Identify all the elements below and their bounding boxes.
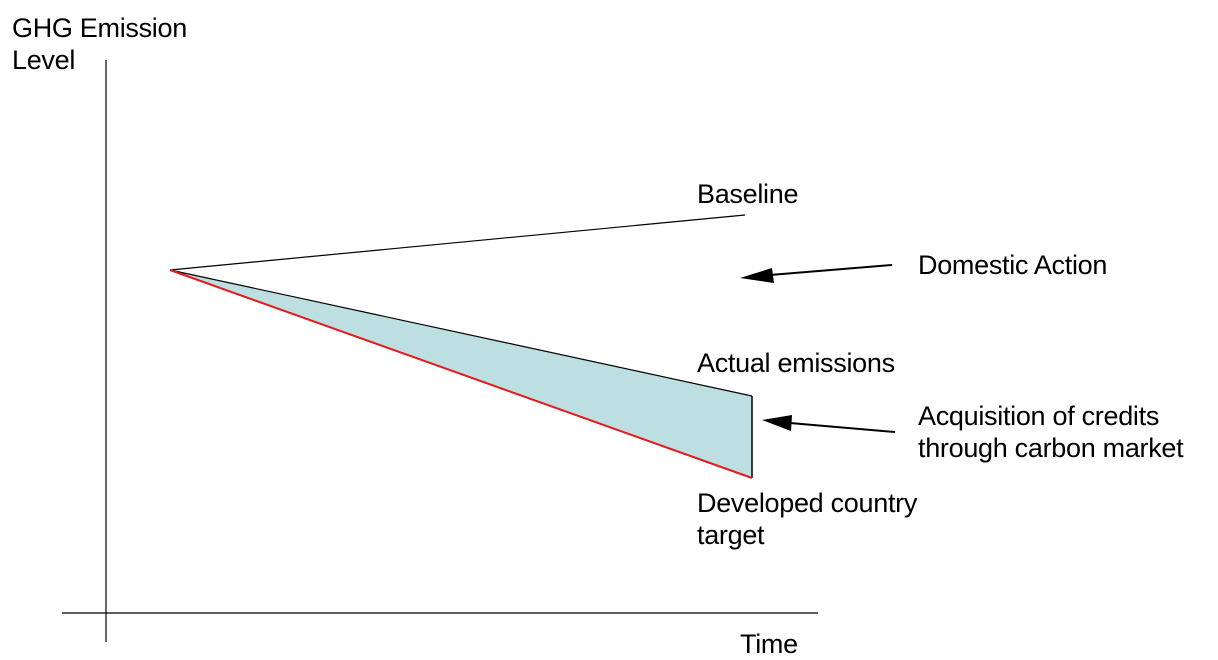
- domestic-action-label: Domestic Action: [918, 250, 1108, 280]
- credits-label-line2: through carbon market: [918, 433, 1184, 463]
- baseline-label: Baseline: [697, 179, 799, 209]
- target-label-line1: Developed country: [697, 488, 918, 518]
- credits-label-line1: Acquisition of credits: [918, 401, 1160, 431]
- credits-arrow: [789, 422, 896, 433]
- actual-emissions-label: Actual emissions: [697, 348, 895, 378]
- domestic-action-arrow: [769, 264, 893, 276]
- domestic-action-arrowhead: [740, 268, 774, 283]
- credits-arrowhead: [762, 415, 792, 431]
- target-label-line2: target: [697, 520, 765, 550]
- baseline-line: [169, 214, 746, 271]
- credits-label: Acquisition of credits through carbon ma…: [918, 400, 1184, 464]
- y-axis-label: GHG Emission Level: [12, 12, 187, 76]
- y-axis-label-line1: GHG Emission: [12, 13, 187, 43]
- x-axis-label: Time: [740, 629, 798, 659]
- actual-emissions-line: [169, 269, 753, 397]
- target-label: Developed country target: [697, 487, 917, 551]
- target-line: [169, 269, 753, 479]
- y-axis-label-line2: Level: [12, 45, 76, 75]
